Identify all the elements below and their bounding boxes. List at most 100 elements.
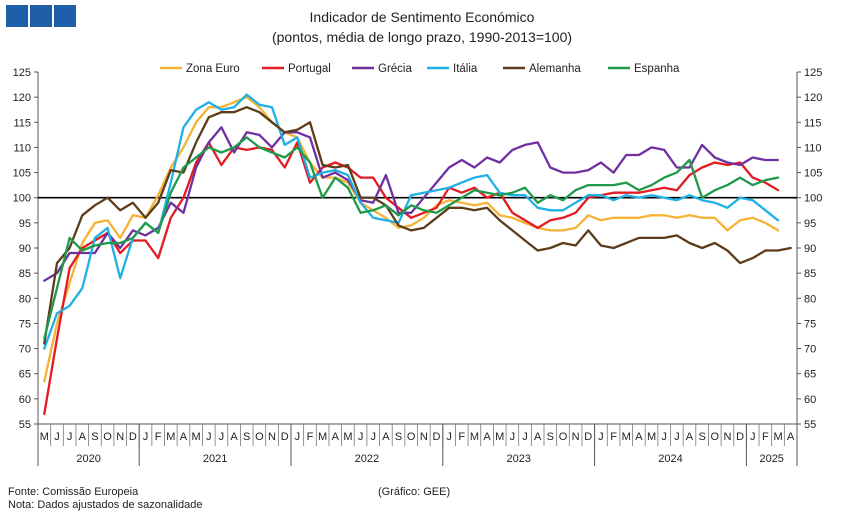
x-month-label: J — [510, 431, 516, 443]
x-month-label: M — [470, 431, 479, 443]
x-month-label: S — [91, 431, 98, 443]
x-month-label: M — [318, 431, 327, 443]
x-month-label: F — [610, 431, 617, 443]
x-month-label: D — [584, 431, 592, 443]
x-month-label: M — [622, 431, 631, 443]
y-tick-label-right: 105 — [804, 168, 822, 180]
x-month-label: J — [67, 431, 73, 443]
chart-subtitle: (pontos, média de longo prazo, 1990-2013… — [272, 29, 572, 45]
x-month-label: D — [129, 431, 137, 443]
x-month-label: J — [522, 431, 528, 443]
y-tick-label-left: 105 — [13, 168, 31, 180]
x-month-label: J — [54, 431, 60, 443]
x-month-label: A — [180, 431, 188, 443]
y-tick-label-left: 80 — [19, 293, 31, 305]
x-month-label: A — [686, 431, 694, 443]
y-tick-label-right: 115 — [804, 117, 822, 129]
series-line-alemanha — [43, 106, 792, 345]
x-month-label: A — [787, 431, 795, 443]
x-month-label: J — [598, 431, 604, 443]
x-month-label: D — [281, 431, 289, 443]
x-month-label: J — [661, 431, 667, 443]
logo-square-3 — [54, 5, 76, 27]
x-month-label: A — [382, 431, 390, 443]
x-month-label: O — [710, 431, 719, 443]
x-month-label: A — [230, 431, 238, 443]
x-year-label: 2021 — [203, 453, 227, 465]
x-month-label: S — [698, 431, 705, 443]
x-month-label: N — [572, 431, 580, 443]
x-month-label: N — [116, 431, 124, 443]
x-month-label: S — [243, 431, 250, 443]
x-month-label: F — [155, 431, 162, 443]
x-month-label: A — [534, 431, 542, 443]
series-line-itália — [43, 93, 780, 350]
y-tick-label-right: 65 — [804, 369, 816, 381]
x-month-label: M — [647, 431, 656, 443]
legend-label: Espanha — [634, 63, 680, 75]
x-month-label: J — [143, 431, 149, 443]
y-tick-label-right: 55 — [804, 419, 816, 431]
x-year-label: 2023 — [506, 453, 530, 465]
y-tick-label-left: 125 — [13, 67, 31, 79]
series-line-portugal — [43, 141, 780, 416]
x-month-label: F — [458, 431, 465, 443]
y-tick-label-right: 75 — [804, 318, 816, 330]
legend-label: Alemanha — [529, 63, 581, 75]
legend-label: Grécia — [378, 63, 412, 75]
y-tick-label-right: 85 — [804, 268, 816, 280]
x-month-label: J — [370, 431, 376, 443]
x-month-label: J — [750, 431, 756, 443]
x-month-label: O — [255, 431, 264, 443]
chart-credit: (Gráfico: GEE) — [378, 486, 451, 498]
x-month-label: N — [420, 431, 428, 443]
y-tick-label-left: 120 — [13, 92, 31, 104]
x-month-label: F — [762, 431, 769, 443]
gee-logo-icon — [6, 5, 76, 27]
x-year-label: 2020 — [76, 453, 100, 465]
axes: 55 55 60 60 65 65 70 70 75 75 80 80 85 85 90 90 95 95 100 1… — [13, 67, 823, 431]
y-tick-label-left: 115 — [13, 117, 31, 129]
source-note: Fonte: Comissão Europeia — [8, 486, 139, 498]
x-month-label: A — [79, 431, 87, 443]
x-month-label: J — [206, 431, 212, 443]
y-tick-label-left: 75 — [19, 318, 31, 330]
legend: Zona Euro Portugal Grécia Itália Alemanha Esp… — [160, 63, 680, 75]
y-tick-label-right: 80 — [804, 293, 816, 305]
series-line-zona-euro — [43, 95, 780, 383]
logo-square-1 — [6, 5, 28, 27]
y-tick-label-right: 110 — [804, 142, 822, 154]
y-tick-label-left: 100 — [13, 193, 31, 205]
x-month-label: O — [103, 431, 112, 443]
y-tick-label-left: 70 — [19, 344, 31, 356]
y-tick-label-right: 95 — [804, 218, 816, 230]
x-month-label: J — [446, 431, 452, 443]
series-line-grécia — [43, 126, 780, 282]
x-month-label: A — [483, 431, 491, 443]
y-tick-label-right: 60 — [804, 394, 816, 406]
x-month-label: D — [432, 431, 440, 443]
x-month-label: N — [723, 431, 731, 443]
x-month-label: J — [358, 431, 364, 443]
x-year-label: 2025 — [759, 453, 783, 465]
x-month-label: M — [343, 431, 352, 443]
x-month-label: F — [307, 431, 314, 443]
x-month-label: M — [166, 431, 175, 443]
x-month-label: J — [219, 431, 225, 443]
y-tick-label-left: 95 — [19, 218, 31, 230]
x-month-label: N — [268, 431, 276, 443]
y-tick-label-left: 65 — [19, 369, 31, 381]
seasonal-note: Nota: Dados ajustados de sazonalidade — [8, 499, 203, 511]
y-tick-label-right: 70 — [804, 344, 816, 356]
x-month-label: O — [407, 431, 416, 443]
legend-label: Portugal — [288, 63, 331, 75]
x-month-label: J — [674, 431, 680, 443]
y-tick-label-right: 125 — [804, 67, 822, 79]
y-tick-label-left: 55 — [19, 419, 31, 431]
y-tick-label-right: 100 — [804, 193, 822, 205]
x-month-label: S — [395, 431, 402, 443]
x-month-label: D — [736, 431, 744, 443]
y-tick-label-left: 85 — [19, 268, 31, 280]
